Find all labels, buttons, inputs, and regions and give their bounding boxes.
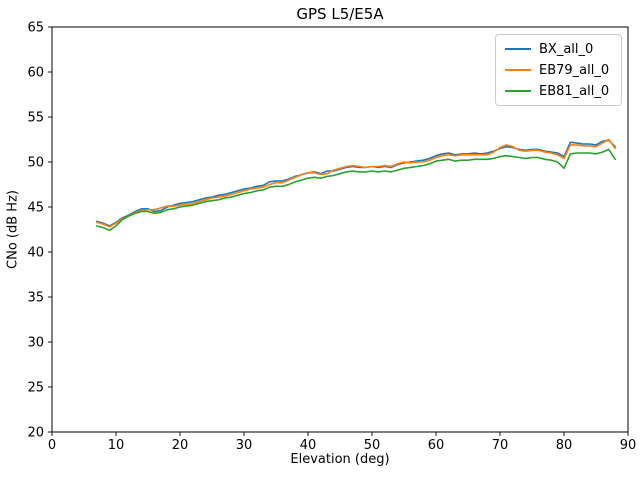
- legend-label: BX_all_0: [539, 41, 594, 57]
- y-tick-label: 30: [27, 336, 44, 351]
- legend-line-swatch-eb79: [505, 69, 531, 71]
- axes-spines: [51, 26, 629, 433]
- y-tick-label: 20: [27, 426, 44, 441]
- chart-title: GPS L5/E5A: [296, 5, 384, 23]
- y-tick-label: 40: [27, 246, 44, 261]
- x-tick-label: 50: [364, 438, 381, 453]
- y-tick-label: 45: [27, 201, 44, 216]
- y-tick-label: 55: [27, 111, 44, 126]
- legend: BX_all_0 EB79_all_0 EB81_all_0: [495, 34, 622, 106]
- y-tick-label: 50: [27, 156, 44, 171]
- x-tick-label: 40: [300, 438, 317, 453]
- x-tick-label: 60: [428, 438, 445, 453]
- legend-label: EB81_all_0: [539, 83, 610, 99]
- x-tick-label: 80: [556, 438, 573, 453]
- series-line-bx_all_0: [96, 139, 617, 227]
- x-tick-label: 90: [620, 438, 637, 453]
- legend-label: EB79_all_0: [539, 62, 610, 78]
- x-tick-label: 0: [48, 438, 56, 453]
- legend-line-swatch-bx: [505, 48, 531, 50]
- x-tick-label: 70: [492, 438, 509, 453]
- legend-item: EB81_all_0: [505, 83, 612, 99]
- series-line-eb79_all_0: [96, 138, 617, 228]
- x-tick-label: 20: [172, 438, 189, 453]
- legend-line-swatch-eb81: [505, 90, 531, 92]
- y-tick-label: 65: [27, 21, 44, 36]
- y-tick-label: 60: [27, 66, 44, 81]
- legend-item: EB79_all_0: [505, 62, 612, 78]
- y-axis-label: CNo (dB Hz): [5, 190, 21, 269]
- x-tick-label: 10: [108, 438, 125, 453]
- x-tick-label: 30: [236, 438, 253, 453]
- x-axis-label: Elevation (deg): [290, 452, 390, 467]
- series-line-eb81_all_0: [96, 148, 617, 232]
- y-tick-label: 25: [27, 381, 44, 396]
- y-tick-label: 35: [27, 291, 44, 306]
- legend-item: BX_all_0: [505, 41, 612, 57]
